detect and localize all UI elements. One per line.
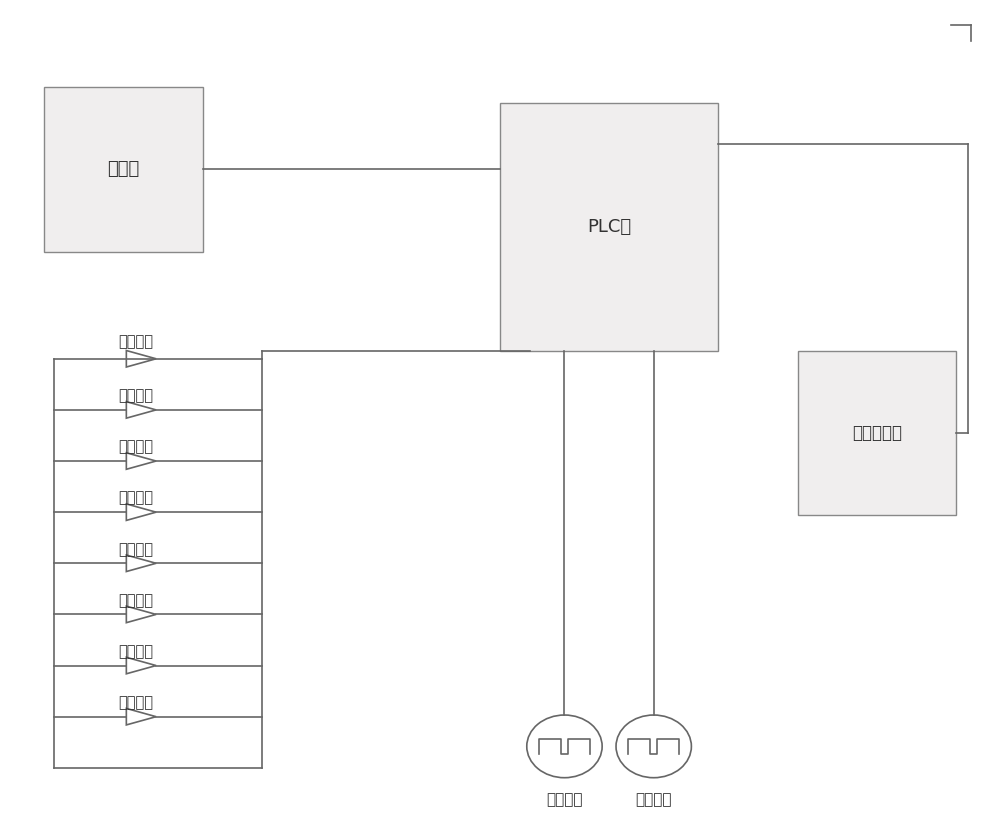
- Text: 下停车点: 下停车点: [118, 644, 153, 659]
- Text: 下同步点: 下同步点: [118, 541, 153, 556]
- Text: 上减速点: 上减速点: [118, 440, 153, 455]
- Text: 下过卷点: 下过卷点: [118, 695, 153, 710]
- Text: 其他传感器: 其他传感器: [852, 424, 902, 442]
- Bar: [500, 103, 718, 351]
- Text: 上过卷点: 上过卷点: [118, 334, 153, 349]
- Bar: [44, 87, 203, 252]
- Text: PLC箱: PLC箱: [587, 217, 631, 236]
- Text: 上同步点: 上同步点: [118, 491, 153, 506]
- Bar: [798, 351, 956, 516]
- Text: 操作台: 操作台: [107, 160, 139, 178]
- Text: 编码器二: 编码器二: [635, 792, 672, 807]
- Text: 编码器一: 编码器一: [546, 792, 583, 807]
- Text: 上停车点: 上停车点: [118, 388, 153, 403]
- Text: 下减速点: 下减速点: [118, 593, 153, 608]
